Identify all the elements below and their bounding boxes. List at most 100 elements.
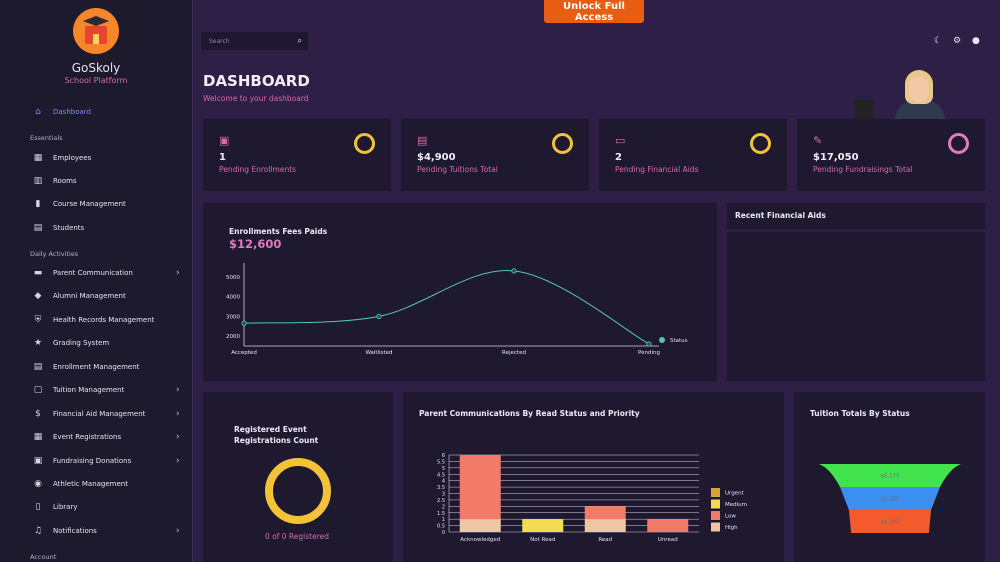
wallet-icon: ▭ — [615, 134, 626, 147]
stat-card-pending-financial-aids[interactable]: ▭ 2 Pending Financial Aids — [599, 119, 787, 191]
sidebar-item-label: Tuition Management — [53, 386, 125, 394]
user-profile-icon[interactable]: ● — [972, 36, 980, 46]
sidebar-item-rooms[interactable]: ▥ Rooms — [0, 171, 192, 191]
wrench-icon: ✎ — [813, 134, 823, 147]
sidebar-item-label: Fundraising Donations — [53, 457, 132, 465]
sidebar-item-label: Rooms — [53, 177, 77, 185]
bar-segment — [459, 519, 501, 532]
progress-ring — [750, 133, 771, 154]
card-title: Enrollments Fees Paids — [229, 227, 328, 236]
series-line — [243, 270, 650, 345]
y-tick-label: 0.5 — [437, 524, 445, 530]
sidebar-item-parent-communication[interactable]: ▬ Parent Communication › — [0, 263, 192, 283]
bar-segment — [647, 519, 689, 532]
chevron-right-icon: › — [176, 456, 180, 466]
y-tick-label: 6 — [442, 453, 445, 459]
app-subtitle: School Platform — [64, 76, 128, 85]
chevron-right-icon: › — [176, 432, 180, 442]
parent-communications-bar-chart: 00.511.522.533.544.555.56 Acknowledged Not… — [437, 453, 747, 543]
card-title: Recent Financial Aids — [735, 211, 826, 220]
x-tick-label: Waitlisted — [365, 350, 392, 356]
graduation-cap-icon — [83, 16, 109, 26]
y-tick-label: 0 — [442, 530, 445, 536]
sidebar-item-tuition-management[interactable]: ▢ Tuition Management › — [0, 380, 192, 400]
sidebar-item-library[interactable]: ▯ Library — [0, 497, 192, 517]
sidebar-item-employees[interactable]: ▦ Employees — [0, 148, 192, 168]
card-title: Registered Event Registrations Count — [234, 425, 319, 445]
calendar-icon: ▦ — [33, 432, 43, 442]
funnel-label: $5,150 — [880, 497, 900, 503]
stat-label: Pending Enrollments — [219, 165, 297, 174]
legend-swatch — [711, 488, 720, 497]
settings-gear-icon[interactable]: ⚙ — [953, 36, 962, 46]
sidebar-item-enrollment-management[interactable]: ▤ Enrollment Management — [0, 357, 192, 377]
alumni-icon: ◆ — [34, 291, 42, 301]
data-point — [241, 320, 247, 326]
progress-ring — [948, 133, 969, 154]
enrollment-fees-card: Enrollments Fees Paids $12,600 2000 3000 4… — [203, 203, 717, 381]
chevron-right-icon: › — [176, 409, 180, 419]
athletic-icon: ◉ — [34, 479, 42, 489]
stat-value: 1 — [219, 152, 226, 163]
enrollment-line-chart: 2000 3000 4000 5000 Accepted Waitlisted Reject… — [226, 263, 688, 356]
donation-icon: ▣ — [33, 456, 43, 466]
stat-card-pending-enrollments[interactable]: ▣ 1 Pending Enrollments — [203, 119, 391, 191]
x-tick-label: Unread — [658, 537, 678, 543]
sidebar-item-label: Notifications — [53, 527, 97, 535]
search-input[interactable] — [201, 32, 291, 50]
funnel-segment — [840, 487, 940, 510]
sidebar-item-course-management[interactable]: ▮ Course Management — [0, 194, 192, 214]
y-tick-label: 3 — [442, 492, 445, 498]
y-tick-label: 4000 — [226, 295, 240, 301]
sidebar-item-label: Course Management — [53, 200, 126, 208]
course-icon: ▮ — [35, 199, 41, 209]
sidebar-item-fundraising-donations[interactable]: ▣ Fundraising Donations › — [0, 451, 192, 471]
sidebar-item-dashboard[interactable]: ⌂ Dashboard — [0, 102, 192, 122]
sidebar-item-notifications[interactable]: ♫ Notifications › — [0, 521, 192, 541]
sidebar-item-students[interactable]: ▤ Students — [0, 218, 192, 238]
sidebar-item-alumni-management[interactable]: ◆ Alumni Management — [0, 286, 192, 306]
avatar — [855, 68, 953, 120]
sidebar-item-label: Alumni Management — [53, 292, 126, 300]
search-box: ⌕ — [201, 32, 308, 50]
legend-swatch — [711, 511, 720, 520]
sidebar-item-label: Enrollment Management — [53, 363, 140, 371]
sidebar-item-financial-aid-management[interactable]: $ Financial Aid Management › — [0, 404, 192, 424]
sidebar-item-event-registrations[interactable]: ▦ Event Registrations › — [0, 427, 192, 447]
tuition-funnel-chart: $6,175 $5,150 $4,900 — [819, 464, 961, 533]
y-tick-label: 3.5 — [437, 485, 445, 491]
dark-mode-icon[interactable]: ☾ — [934, 36, 943, 46]
stat-card-pending-fundraisings[interactable]: ✎ $17,050 Pending Fundraisings Total — [797, 119, 985, 191]
legend-label: Status — [670, 338, 688, 344]
sidebar-item-label: Employees — [53, 154, 92, 162]
sidebar-item-label: Athletic Management — [53, 480, 128, 488]
rooms-icon: ▥ — [33, 176, 43, 186]
employees-icon: ▦ — [33, 153, 43, 163]
legend-marker — [659, 337, 665, 343]
bar-segment — [459, 455, 501, 520]
sidebar-item-label: Health Records Management — [53, 316, 155, 324]
stat-value: $4,900 — [417, 152, 456, 163]
students-icon: ▤ — [33, 223, 43, 233]
sidebar-item-athletic-management[interactable]: ◉ Athletic Management — [0, 474, 192, 494]
sidebar-item-grading-system[interactable]: ★ Grading System — [0, 333, 192, 353]
stat-label: Pending Fundraisings Total — [813, 165, 913, 174]
page-subtitle: Welcome to your dashboard — [203, 94, 309, 103]
x-tick-label: Acknowledged — [460, 537, 500, 543]
recent-financial-aids-list — [727, 232, 985, 381]
chevron-right-icon: › — [176, 385, 180, 395]
stat-card-pending-tuitions[interactable]: ▤ $4,900 Pending Tuitions Total — [401, 119, 589, 191]
search-icon[interactable]: ⌕ — [297, 36, 302, 45]
unlock-full-access-button[interactable]: Unlock Full Access — [544, 0, 644, 23]
sidebar-item-label: Grading System — [53, 339, 110, 347]
legend-label: Medium — [725, 502, 747, 508]
legend-label: High — [725, 525, 738, 531]
dollar-icon: $ — [35, 409, 41, 419]
funnel-label: $6,175 — [880, 474, 900, 480]
shield-icon: ⛨ — [34, 315, 42, 325]
registrations-ring — [265, 458, 331, 524]
sidebar: GoSkoly School Platform ⌂ Dashboard Esse… — [0, 0, 193, 562]
parent-communications-card: Parent Communications By Read Status and… — [403, 392, 784, 562]
y-tick-label: 2.5 — [437, 498, 445, 504]
sidebar-item-health-records-management[interactable]: ⛨ Health Records Management — [0, 310, 192, 330]
